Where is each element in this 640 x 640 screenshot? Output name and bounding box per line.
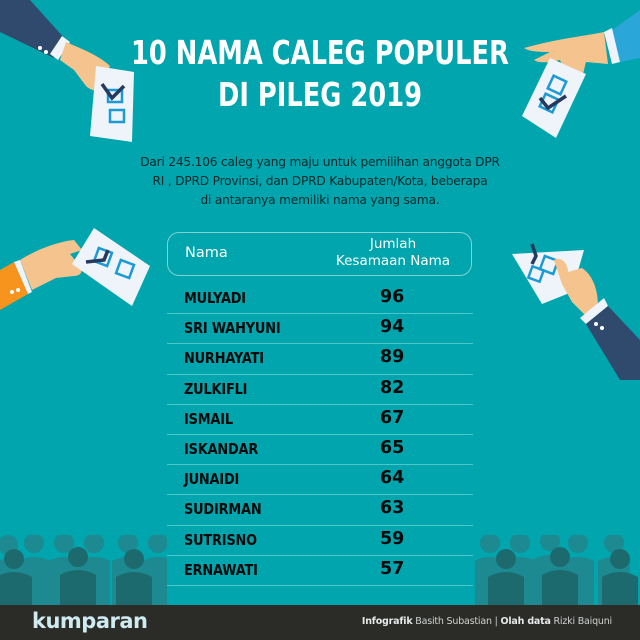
- row-name: JUNAIDI: [184, 470, 240, 489]
- table-row: ISKANDAR 65: [167, 435, 473, 466]
- table-row: SUTRISNO 59: [167, 526, 473, 556]
- row-count: 57: [380, 558, 405, 579]
- credit-label-olah-data: Olah data: [500, 616, 551, 627]
- row-count: 63: [380, 498, 405, 519]
- table-row: ISMAIL 67: [167, 405, 473, 435]
- row-name: ISKANDAR: [184, 439, 259, 458]
- row-count: 82: [380, 377, 405, 398]
- credits: Infografik Basith Subastian | Olah data …: [362, 616, 612, 627]
- row-name: SUTRISNO: [184, 530, 257, 549]
- hand-ballot-mid-left-icon: [0, 228, 150, 310]
- table-row: NURHAYATI 89: [167, 344, 473, 375]
- subtitle-line-3: di antaranya memiliki nama yang sama.: [200, 193, 440, 207]
- table-row: JUNAIDI 64: [167, 465, 473, 496]
- table-row: SRI WAHYUNI 94: [167, 314, 473, 345]
- table-row: SUDIRMAN 63: [167, 495, 473, 526]
- row-name: ISMAIL: [184, 409, 233, 428]
- row-count: 59: [380, 528, 405, 549]
- row-name: ERNAWATI: [184, 560, 258, 579]
- table-row: ERNAWATI 57: [167, 556, 473, 586]
- header-name: Nama: [185, 245, 228, 261]
- credit-separator: |: [494, 616, 498, 627]
- header-count-line-2: Kesamaan Nama: [335, 253, 451, 269]
- row-name: ZULKIFLI: [184, 379, 248, 398]
- page-title: 10 NAMA CALEG POPULER DI PILEG 2019: [70, 32, 569, 116]
- row-count: 89: [380, 347, 405, 368]
- row-name: SUDIRMAN: [184, 500, 262, 519]
- title-line-1: 10 NAMA CALEG POPULER: [131, 33, 509, 72]
- table-header: Nama Jumlah Kesamaan Nama: [167, 232, 472, 276]
- row-count: 67: [380, 407, 405, 428]
- row-name: NURHAYATI: [184, 349, 264, 368]
- table-body: MULYADI 96 SRI WAHYUNI 94 NURHAYATI 89 ZULK…: [167, 284, 473, 586]
- title-line-2: DI PILEG 2019: [217, 75, 423, 114]
- subtitle-line-2: RI , DPRD Provinsi, dan DPRD Kabupaten/K…: [152, 174, 488, 188]
- row-count: 96: [380, 287, 405, 307]
- credit-name-infografik: Basith Subastian: [415, 616, 492, 627]
- credit-label-infografik: Infografik: [361, 616, 413, 627]
- header-count: Jumlah Kesamaan Nama: [318, 236, 468, 270]
- row-name: MULYADI: [184, 289, 246, 307]
- row-name: SRI WAHYUNI: [184, 319, 281, 338]
- subtitle-line-1: Dari 245.106 caleg yang maju untuk pemil…: [140, 155, 500, 169]
- kumparan-logo: kumparan: [32, 609, 148, 633]
- names-table: Nama Jumlah Kesamaan Nama MULYADI 96 SRI …: [167, 228, 475, 606]
- row-count: 65: [380, 437, 405, 458]
- crowd-silhouette-icon: [0, 535, 638, 605]
- subtitle: Dari 245.106 caleg yang maju untuk pemil…: [140, 153, 500, 210]
- row-count: 94: [380, 317, 405, 338]
- table-row: ZULKIFLI 82: [167, 375, 473, 405]
- credit-name-olah-data: Rizki Baiquni: [553, 616, 613, 627]
- header-count-line-1: Jumlah: [369, 236, 417, 252]
- hand-ballot-top-left-icon: [0, 0, 134, 142]
- hand-ballot-mid-right-icon: [512, 243, 640, 380]
- hand-ballot-top-right-icon: [522, 10, 640, 138]
- footer: kumparan Infografik Basith Subastian | O…: [0, 605, 640, 640]
- row-count: 64: [380, 468, 405, 489]
- table-row: MULYADI 96: [167, 284, 473, 315]
